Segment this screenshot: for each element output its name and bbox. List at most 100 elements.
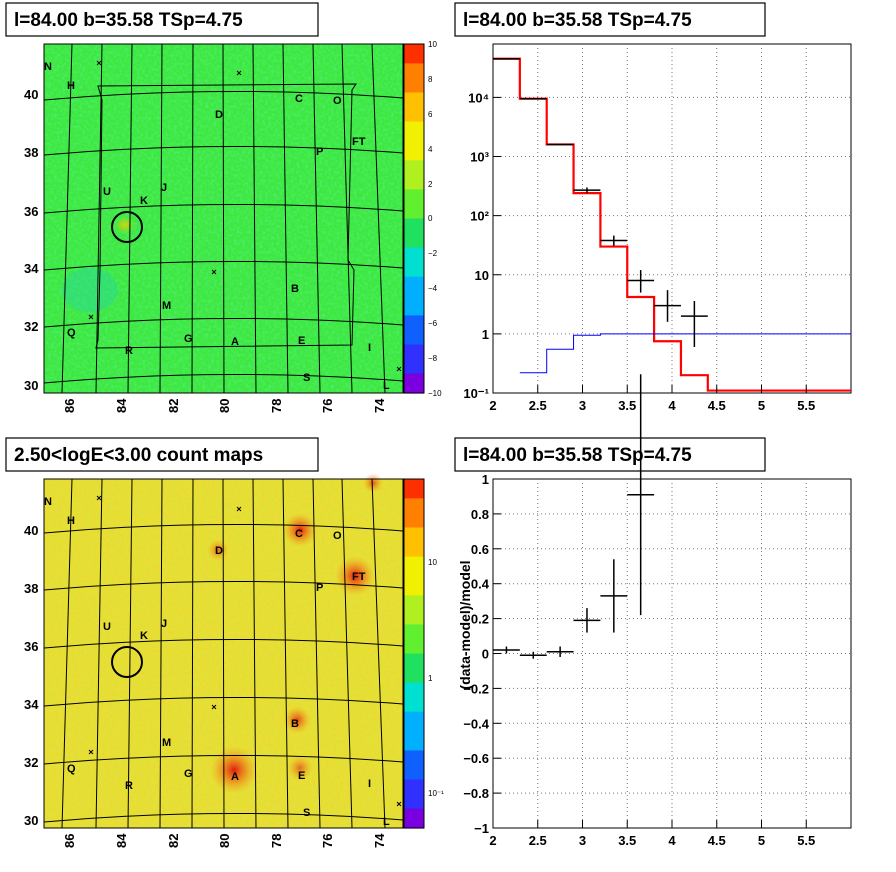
spectrum-x-axis: 2 2.5 3 3.5 4 4.5 5 5.5: [489, 385, 815, 413]
x-tick-label: 2: [489, 398, 496, 413]
count-map-hotspot-c: [283, 513, 317, 547]
map-y-tick: 34: [24, 261, 39, 276]
colorbar-segment: [404, 711, 424, 722]
colorbar-segment: [404, 325, 424, 336]
source-label-r: R: [125, 345, 133, 357]
colorbar-segment: [404, 653, 424, 664]
source-label-k: K: [140, 195, 148, 207]
colorbar-segment: [404, 624, 424, 635]
count-map-sources: N H C O D P FT U K J B M Q G A E R I S L: [44, 495, 402, 828]
source-label-m: M: [162, 737, 171, 749]
source-label-q: Q: [67, 763, 76, 775]
source-label-b: B: [291, 283, 299, 295]
colorbar-segment: [404, 808, 424, 819]
y-tick-label: 1: [482, 327, 489, 342]
y-tick-label: 0.2: [471, 612, 489, 627]
y-tick-label: 10: [475, 268, 489, 283]
source-label-g: G: [184, 768, 193, 780]
colorbar-segment: [404, 266, 424, 278]
colorbar-segment: [404, 575, 424, 587]
colorbar-segment: [404, 798, 424, 810]
x-tick-label: 5.5: [797, 833, 815, 848]
colorbar-segment: [404, 208, 424, 220]
colorbar-segment: [404, 257, 424, 268]
colorbar-segment: [404, 537, 424, 548]
y-tick-label: 0: [482, 647, 489, 662]
colorbar-segment: [404, 160, 424, 171]
map-x-tick: 80: [217, 834, 232, 848]
colorbar-segment: [404, 585, 424, 596]
top-right-title: l=84.00 b=35.58 TSp=4.75: [463, 10, 692, 31]
x-tick-label: 3.5: [618, 398, 636, 413]
colorbar-frame: [403, 43, 425, 394]
count-map-cross-markers: [88, 495, 402, 807]
colorbar-segment: [404, 296, 424, 307]
map-y-tick: 38: [24, 581, 38, 596]
ts-map-grid: [43, 43, 404, 394]
colorbar-frame: [403, 478, 425, 829]
y-tick-label: 10²: [470, 209, 489, 224]
ts-colorbar-tick: 8: [428, 75, 433, 84]
source-label-m: M: [162, 300, 171, 312]
source-label-p: P: [316, 146, 323, 158]
bottom-left-title: 2.50<logE<3.00 count maps: [14, 445, 263, 466]
source-label-ft: FT: [352, 136, 366, 148]
x-tick-label: 3: [579, 398, 586, 413]
count-map-frame: [43, 478, 404, 829]
source-label-l: L: [383, 380, 390, 392]
ts-colorbar-tick: −4: [428, 284, 438, 293]
count-map-y-axis: 40 38 36 34 32 30: [24, 523, 39, 828]
map-x-tick: 76: [320, 399, 335, 413]
x-tick-label: 3.5: [618, 833, 636, 848]
colorbar-segment: [404, 508, 424, 519]
colorbar-segment: [404, 121, 424, 132]
count-colorbar-tick: 1: [428, 674, 433, 683]
source-label-o: O: [333, 95, 342, 107]
colorbar-segment: [404, 189, 424, 200]
source-label-q: Q: [67, 327, 76, 339]
x-tick-label: 4: [668, 833, 676, 848]
ts-map-y-axis: 40 38 36 34 32 30: [24, 87, 39, 393]
y-tick-label: 1: [482, 472, 489, 487]
ts-colorbar-tick: 6: [428, 110, 433, 119]
count-map-target-circle: [111, 646, 143, 678]
spectrum-data-points: [493, 58, 708, 347]
y-tick-label: −0.8: [463, 786, 489, 801]
map-y-tick: 40: [24, 523, 38, 538]
colorbar-segment: [404, 731, 424, 742]
y-tick-label: −1: [474, 821, 489, 836]
map-x-tick: 86: [62, 399, 77, 413]
source-label-d: D: [215, 545, 223, 557]
colorbar-segment: [404, 150, 424, 161]
colorbar-segment: [404, 373, 424, 384]
colorbar-segment: [404, 546, 424, 558]
map-x-tick: 80: [217, 399, 232, 413]
colorbar-segment: [404, 643, 424, 655]
residual-data-points: [493, 374, 655, 659]
source-label-c: C: [295, 528, 303, 540]
colorbar-segment: [404, 344, 424, 355]
ts-colorbar-tick: −6: [428, 319, 438, 328]
ts-colorbar-tick: −8: [428, 354, 438, 363]
y-tick-label: −0.2: [463, 681, 489, 696]
colorbar-segment: [404, 498, 424, 509]
colorbar-segment: [404, 199, 424, 210]
colorbar-segment: [404, 228, 424, 239]
residual-plot-frame: [492, 478, 852, 829]
ts-colorbar-tick: 10: [428, 40, 437, 49]
x-tick-label: 4.5: [708, 833, 726, 848]
source-label-e: E: [298, 335, 305, 347]
bottom-left-title-box: [5, 437, 319, 472]
colorbar-segment: [404, 286, 424, 297]
ts-colorbar-tick: 0: [428, 214, 433, 223]
x-tick-label: 5: [758, 398, 765, 413]
colorbar-segment: [404, 334, 424, 346]
colorbar-segment: [404, 789, 424, 800]
ts-colorbar-tick: −2: [428, 249, 438, 258]
top-right-panel: l=84.00 b=35.58 TSp=4.75 2 2.5 3 3.5 4 4.5 5 5.…: [454, 2, 852, 413]
map-y-tick: 34: [24, 697, 39, 712]
map-x-tick: 78: [269, 834, 284, 848]
map-x-tick: 78: [269, 399, 284, 413]
source-label-s: S: [303, 372, 310, 384]
map-y-tick: 38: [24, 145, 38, 160]
